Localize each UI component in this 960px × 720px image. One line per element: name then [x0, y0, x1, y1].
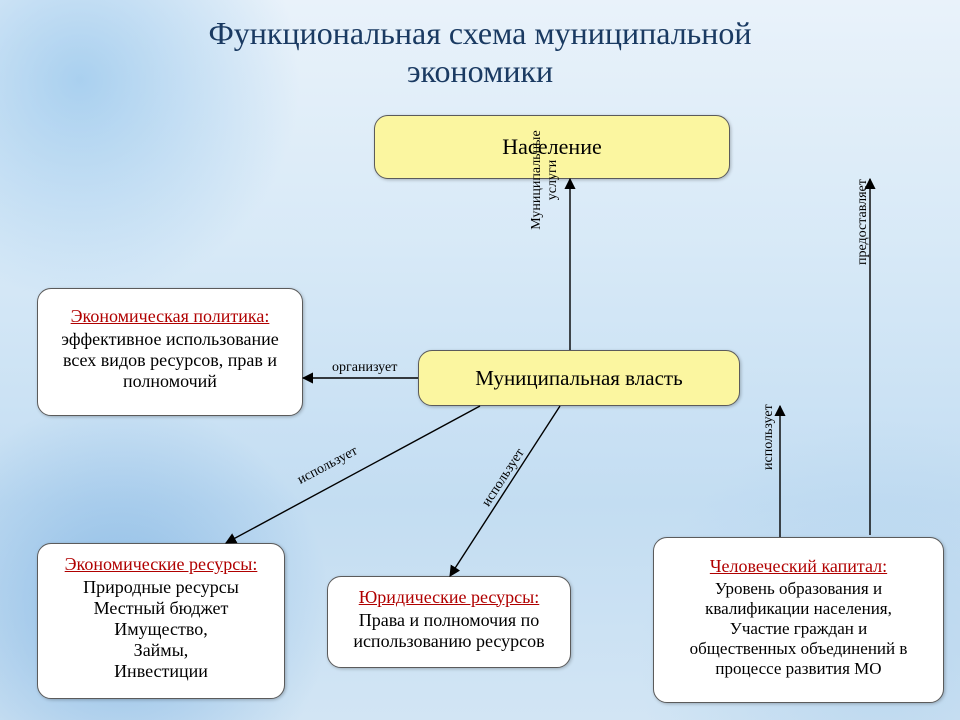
edge-label-uses3: использует [761, 340, 777, 470]
node-econres-body: Природные ресурсы Местный бюджет Имущест… [73, 575, 249, 688]
edge-label-uses1: использует [295, 443, 361, 488]
node-humancap-head: Человеческий капитал: [710, 556, 887, 577]
edge-label-services: Муниципальные услуги [529, 95, 561, 265]
node-legalres-head: Юридические ресурсы: [359, 587, 540, 608]
node-policy-body: эффективное использование всех видов рес… [38, 327, 302, 398]
node-humancap: Человеческий капитал: Уровень образовани… [653, 537, 944, 703]
node-legalres-body: Права и полномочия по использованию ресу… [343, 608, 554, 658]
node-econres-head: Экономические ресурсы: [65, 554, 258, 575]
node-humancap-body: Уровень образования и квалификации насел… [680, 577, 918, 685]
title-line-1: Функциональная схема муниципальной [208, 15, 751, 51]
node-policy-head: Экономическая политика: [71, 306, 270, 327]
page-title: Функциональная схема муниципальной эконо… [0, 14, 960, 91]
edge-label-uses2: использует [479, 446, 528, 510]
edge-label-provides: предоставляет [855, 95, 871, 265]
node-authority-label: Муниципальная власть [475, 366, 682, 391]
node-econres: Экономические ресурсы: Природные ресурсы… [37, 543, 285, 699]
node-authority: Муниципальная власть [418, 350, 740, 406]
diagram-canvas: Функциональная схема муниципальной эконо… [0, 0, 960, 720]
edge-label-organizes: организует [332, 360, 397, 376]
title-line-2: экономики [407, 53, 553, 89]
node-legalres: Юридические ресурсы: Права и полномочия … [327, 576, 571, 668]
node-policy: Экономическая политика: эффективное испо… [37, 288, 303, 416]
